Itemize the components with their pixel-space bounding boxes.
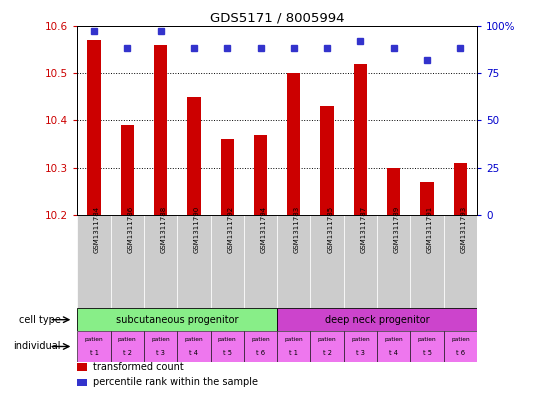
Bar: [254, 135, 267, 215]
Bar: [454, 163, 467, 215]
Text: patien: patien: [184, 337, 203, 342]
Text: GSM1311787: GSM1311787: [360, 206, 367, 253]
Bar: [377, 215, 410, 308]
Text: GSM1311786: GSM1311786: [127, 206, 133, 253]
Text: patien: patien: [418, 337, 437, 342]
Title: GDS5171 / 8005994: GDS5171 / 8005994: [210, 11, 344, 24]
Bar: [410, 215, 443, 308]
Text: patien: patien: [451, 337, 470, 342]
Bar: [211, 331, 244, 362]
Text: patien: patien: [351, 337, 370, 342]
Text: GSM1311793: GSM1311793: [461, 206, 466, 253]
Text: patien: patien: [118, 337, 136, 342]
Text: GSM1311794: GSM1311794: [261, 206, 266, 253]
Text: patien: patien: [285, 337, 303, 342]
Text: deep neck progenitor: deep neck progenitor: [325, 315, 430, 325]
Text: GSM1311784: GSM1311784: [94, 206, 100, 253]
Text: t 3: t 3: [356, 350, 365, 356]
Text: subcutaneous progenitor: subcutaneous progenitor: [116, 315, 238, 325]
Text: patien: patien: [251, 337, 270, 342]
Bar: [310, 215, 344, 308]
Text: GSM1311788: GSM1311788: [160, 206, 167, 253]
Bar: [443, 215, 477, 308]
Bar: [421, 182, 434, 215]
Bar: [287, 73, 301, 215]
Text: t 6: t 6: [456, 350, 465, 356]
Text: individual: individual: [13, 342, 61, 351]
Bar: [277, 215, 310, 308]
Text: GSM1311789: GSM1311789: [394, 206, 400, 253]
Bar: [443, 331, 477, 362]
Bar: [77, 331, 111, 362]
Bar: [77, 363, 87, 371]
Bar: [144, 215, 177, 308]
Text: t 2: t 2: [322, 350, 332, 356]
Bar: [344, 215, 377, 308]
Bar: [410, 331, 443, 362]
Bar: [77, 308, 277, 331]
Text: transformed count: transformed count: [93, 362, 184, 372]
Bar: [221, 140, 234, 215]
Bar: [177, 331, 211, 362]
Text: patien: patien: [318, 337, 336, 342]
Text: GSM1311790: GSM1311790: [194, 206, 200, 253]
Text: percentile rank within the sample: percentile rank within the sample: [93, 378, 259, 387]
Bar: [344, 331, 377, 362]
Text: t 3: t 3: [156, 350, 165, 356]
Bar: [177, 215, 211, 308]
Text: GSM1311785: GSM1311785: [327, 206, 333, 253]
Bar: [277, 308, 477, 331]
Text: cell type: cell type: [19, 315, 61, 325]
Text: t 5: t 5: [223, 350, 232, 356]
Bar: [87, 40, 101, 215]
Bar: [111, 331, 144, 362]
Text: patien: patien: [384, 337, 403, 342]
Text: GSM1311792: GSM1311792: [227, 206, 233, 253]
Bar: [310, 331, 344, 362]
Bar: [387, 168, 400, 215]
Text: t 5: t 5: [423, 350, 432, 356]
Text: patien: patien: [85, 337, 103, 342]
Text: t 4: t 4: [189, 350, 198, 356]
Bar: [354, 64, 367, 215]
Bar: [277, 331, 310, 362]
Bar: [77, 215, 111, 308]
Text: t 1: t 1: [90, 350, 99, 356]
Bar: [77, 378, 87, 386]
Bar: [144, 331, 177, 362]
Text: t 4: t 4: [389, 350, 398, 356]
Bar: [244, 331, 277, 362]
Bar: [187, 97, 200, 215]
Bar: [244, 215, 277, 308]
Text: t 6: t 6: [256, 350, 265, 356]
Bar: [154, 44, 167, 215]
Text: patien: patien: [218, 337, 237, 342]
Text: patien: patien: [151, 337, 170, 342]
Bar: [320, 106, 334, 215]
Text: t 1: t 1: [289, 350, 298, 356]
Bar: [377, 331, 410, 362]
Text: GSM1311783: GSM1311783: [294, 206, 300, 253]
Text: GSM1311791: GSM1311791: [427, 206, 433, 253]
Bar: [111, 215, 144, 308]
Bar: [120, 125, 134, 215]
Text: t 2: t 2: [123, 350, 132, 356]
Bar: [211, 215, 244, 308]
